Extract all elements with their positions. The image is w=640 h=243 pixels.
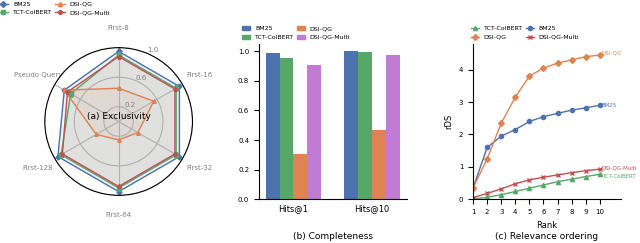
DSI-QG-Multi: [568, 171, 575, 174]
BM25: [596, 104, 604, 107]
DSI-QG-Multi: [554, 174, 561, 176]
Bar: [386, 55, 400, 199]
Title: (a) Exclusivity: (a) Exclusivity: [86, 112, 150, 121]
Line: DSI-QG-Multi: DSI-QG-Multi: [471, 167, 602, 200]
DSI-QG-Multi: [525, 178, 533, 181]
DSI-QG-Multi: [582, 169, 589, 172]
DSI-QG-Multi: [540, 176, 547, 179]
DSI-QG-Multi: [483, 192, 491, 195]
Line: DSI-QG: DSI-QG: [471, 53, 602, 190]
X-axis label: Rank: Rank: [536, 221, 557, 230]
BM25: [554, 112, 561, 115]
BM25: [540, 115, 547, 118]
DSI-QG-Multi: [497, 187, 505, 190]
DSI-QG: [596, 54, 604, 57]
Legend: BM25, TCT-ColBERT, DSI-QG, DSI-QG-Multi: BM25, TCT-ColBERT, DSI-QG, DSI-QG-Multi: [240, 24, 353, 43]
TCT-ColBERT: [483, 196, 491, 199]
TCT-ColBERT: [568, 178, 575, 181]
TCT-ColBERT: [554, 180, 561, 183]
TCT-ColBERT: [596, 173, 604, 176]
DSI-QG: [540, 67, 547, 69]
DSI-QG: [554, 62, 561, 65]
TCT-ColBERT: [540, 183, 547, 186]
BM25: [469, 186, 477, 189]
Bar: [280, 58, 294, 199]
Bar: [266, 53, 280, 199]
DSI-QG: [568, 59, 575, 61]
DSI-QG: [497, 122, 505, 125]
DSI-QG: [582, 55, 589, 58]
Line: TCT-ColBERT: TCT-ColBERT: [471, 172, 602, 201]
Bar: [372, 130, 386, 199]
TCT-ColBERT: [582, 175, 589, 178]
DSI-QG: [511, 96, 519, 99]
BM25: [525, 120, 533, 123]
Text: DSI-QG-Multi: DSI-QG-Multi: [602, 165, 637, 170]
Bar: [358, 52, 372, 199]
Bar: [294, 154, 307, 199]
Polygon shape: [58, 51, 179, 192]
DSI-QG-Multi: [511, 182, 519, 185]
Bar: [344, 51, 358, 199]
TCT-ColBERT: [469, 198, 477, 200]
Legend: TCT-ColBERT, DSI-QG, BM25, DSI-QG-Multi: TCT-ColBERT, DSI-QG, BM25, DSI-QG-Multi: [469, 24, 582, 43]
BM25: [582, 106, 589, 109]
DSI-QG: [525, 75, 533, 78]
Polygon shape: [62, 57, 175, 186]
Title: (b) Completeness: (b) Completeness: [293, 232, 372, 241]
Polygon shape: [61, 55, 176, 188]
Text: BM25: BM25: [602, 103, 617, 108]
TCT-ColBERT: [511, 190, 519, 193]
Title: (c) Relevance ordering: (c) Relevance ordering: [495, 232, 598, 241]
Polygon shape: [64, 88, 154, 140]
DSI-QG-Multi: [596, 168, 604, 171]
Text: TCT-ColBERT: TCT-ColBERT: [602, 174, 636, 179]
BM25: [497, 135, 505, 138]
Line: BM25: BM25: [471, 103, 602, 190]
TCT-ColBERT: [525, 187, 533, 190]
TCT-ColBERT: [497, 193, 505, 196]
Legend: BM25, TCT-ColBERT, DSI-QG, DSI-QG-Multi: BM25, TCT-ColBERT, DSI-QG, DSI-QG-Multi: [0, 0, 113, 18]
BM25: [511, 128, 519, 131]
BM25: [568, 109, 575, 112]
Text: DSI-QG: DSI-QG: [602, 51, 622, 56]
BM25: [483, 146, 491, 149]
Y-axis label: rDS: rDS: [444, 114, 453, 129]
DSI-QG: [469, 186, 477, 189]
Bar: [307, 65, 321, 199]
DSI-QG: [483, 157, 491, 160]
DSI-QG-Multi: [469, 196, 477, 199]
